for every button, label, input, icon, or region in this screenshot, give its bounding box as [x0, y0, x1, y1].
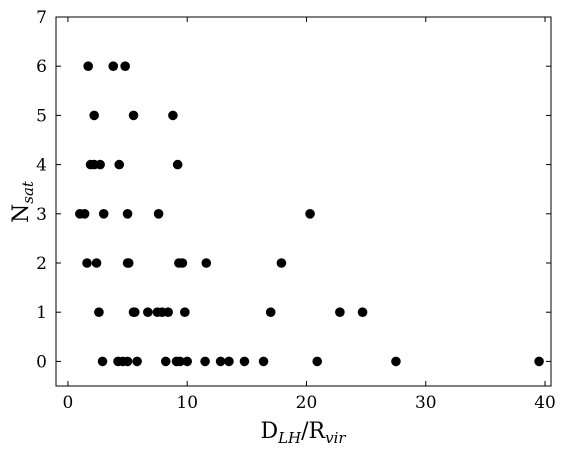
y-tick-label: 0: [36, 352, 47, 372]
x-tick-label: 20: [296, 393, 318, 413]
data-point: [79, 209, 90, 219]
points-layer: [75, 61, 544, 367]
data-point: [265, 307, 276, 318]
data-point: [122, 356, 133, 367]
y-axis-label-base: N: [9, 204, 34, 223]
data-point: [97, 356, 108, 367]
data-point: [200, 356, 210, 367]
data-point: [175, 356, 185, 367]
y-tick-label: 4: [36, 156, 47, 176]
data-point: [94, 307, 104, 318]
plot-frame: [55, 16, 552, 387]
x-axis-label-sub2: vir: [325, 429, 346, 447]
data-point: [215, 356, 226, 367]
data-point: [114, 159, 125, 170]
y-tick-label: 7: [36, 8, 47, 28]
data-point: [305, 209, 315, 219]
data-point: [335, 307, 345, 318]
data-point: [89, 110, 99, 121]
x-tick-label: 10: [176, 393, 198, 413]
x-tick-label: 40: [534, 393, 556, 413]
data-point: [163, 307, 173, 318]
ticks-layer: 0 10 20 30 40 0 1 2 3 4 5 6 7: [36, 8, 556, 413]
y-tick-label: 2: [36, 254, 47, 274]
data-point: [224, 356, 234, 367]
data-point: [201, 258, 212, 268]
data-point: [91, 258, 102, 268]
data-point: [258, 356, 269, 367]
data-point: [312, 356, 323, 367]
data-point: [153, 209, 164, 219]
data-point: [172, 159, 183, 170]
data-point: [83, 61, 94, 71]
x-axis-label-sub: LH: [277, 429, 302, 447]
data-point: [239, 356, 250, 367]
x-axis-label-sep: /R: [301, 419, 326, 444]
x-tick-label: 30: [415, 393, 437, 413]
data-point: [95, 159, 105, 170]
y-tick-label: 5: [36, 106, 47, 126]
data-point: [120, 61, 130, 71]
data-point: [391, 356, 401, 367]
y-axis-label-sub: sat: [19, 180, 37, 204]
y-tick-label: 3: [36, 205, 47, 225]
x-tick-label: 0: [63, 393, 74, 413]
data-point: [108, 61, 119, 71]
data-point: [143, 307, 153, 318]
x-axis-label-base: D: [260, 419, 278, 444]
data-point: [132, 356, 142, 367]
data-point: [122, 209, 133, 219]
data-point: [534, 356, 544, 367]
y-tick-label: 1: [36, 303, 47, 323]
data-point: [123, 258, 134, 268]
y-tick-label: 6: [36, 57, 47, 77]
data-point: [276, 258, 287, 268]
x-axis-label: DLH/Rvir: [260, 419, 346, 447]
data-point: [357, 307, 368, 318]
data-point: [82, 258, 92, 268]
data-point: [182, 356, 193, 367]
y-axis-label: Nsat: [9, 180, 37, 223]
data-point: [129, 307, 140, 318]
data-point: [180, 307, 190, 318]
data-point: [98, 209, 109, 219]
data-point: [177, 258, 188, 268]
data-point: [160, 356, 171, 367]
data-point: [168, 110, 178, 121]
data-point: [128, 110, 139, 121]
